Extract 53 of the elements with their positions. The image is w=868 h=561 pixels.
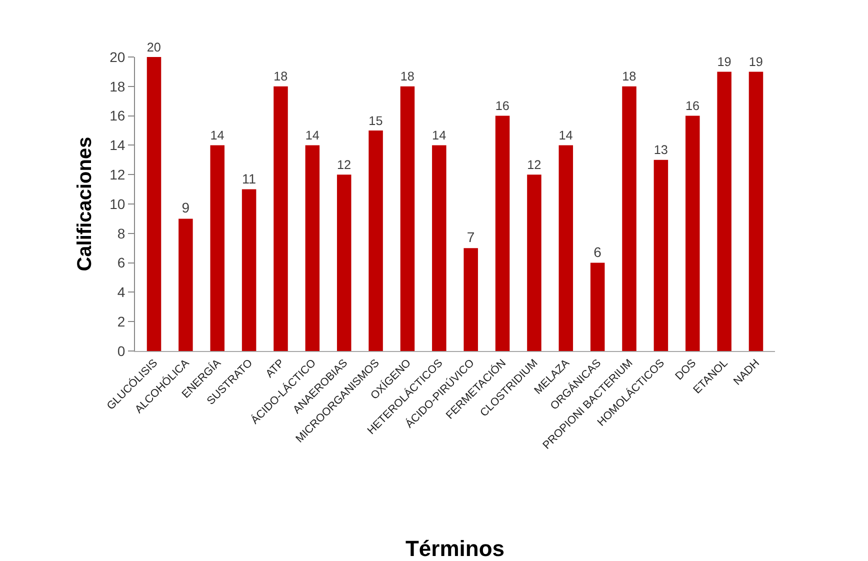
bar — [432, 145, 446, 351]
data-label: 11 — [242, 171, 256, 186]
bar — [464, 248, 478, 351]
bar — [146, 57, 162, 351]
y-tick-label: 6 — [117, 254, 126, 271]
y-tick-label: 18 — [110, 78, 126, 94]
bar — [622, 86, 636, 351]
y-tick-label: 16 — [110, 108, 126, 124]
bar — [368, 130, 383, 351]
bar — [336, 174, 352, 351]
bar — [305, 145, 320, 351]
y-axis-title: Calificaciones — [74, 136, 96, 272]
bar — [400, 86, 415, 351]
data-label: 13 — [654, 143, 668, 158]
data-label: 19 — [717, 54, 732, 69]
data-label: 20 — [146, 40, 161, 54]
bar — [210, 145, 224, 351]
y-tick-label: 10 — [110, 196, 126, 212]
y-tick-label: 8 — [117, 225, 126, 242]
bar — [748, 72, 764, 351]
bar — [527, 174, 542, 351]
bar — [590, 262, 605, 351]
data-label: 7 — [466, 229, 475, 246]
data-label: 18 — [400, 70, 414, 84]
x-axis-title: Términos — [405, 536, 505, 561]
data-label: 14 — [432, 128, 446, 142]
y-tick-label: 20 — [110, 48, 126, 65]
bar — [717, 72, 732, 351]
bar — [654, 160, 668, 351]
data-label: 15 — [368, 114, 383, 128]
bar — [274, 86, 288, 351]
y-tick-label: 2 — [117, 314, 126, 330]
data-label: 18 — [274, 70, 288, 84]
data-label: 14 — [210, 128, 224, 142]
y-tick-label: 4 — [117, 284, 126, 300]
bar — [558, 145, 574, 351]
y-tick-label: 12 — [110, 166, 126, 182]
data-label: 9 — [182, 200, 190, 216]
y-tick-label: 14 — [110, 137, 126, 154]
data-label: 16 — [495, 99, 510, 114]
data-label: 19 — [748, 54, 763, 69]
bar — [242, 189, 256, 351]
data-label: 12 — [336, 158, 352, 172]
y-tick-label: 0 — [117, 342, 126, 359]
data-label: 14 — [558, 128, 573, 142]
data-label: 14 — [305, 128, 320, 142]
data-label: 16 — [686, 99, 700, 114]
data-label: 12 — [527, 158, 542, 172]
bar — [178, 218, 193, 351]
bar — [686, 116, 700, 351]
bar — [495, 116, 510, 351]
data-label: 18 — [622, 70, 636, 84]
data-label: 6 — [594, 244, 602, 260]
